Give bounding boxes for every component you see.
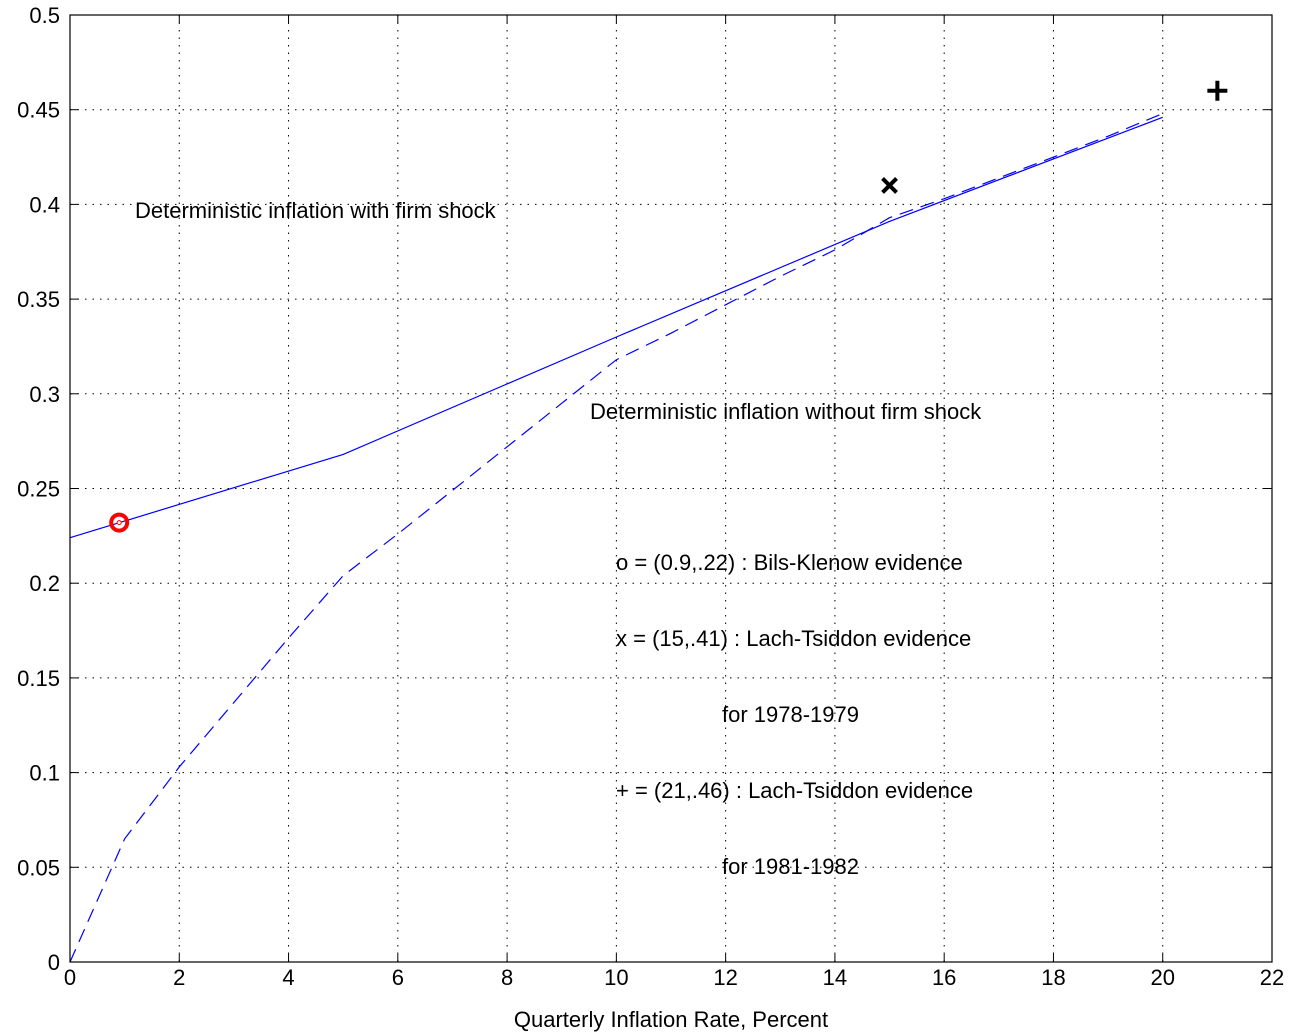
annotation-period-1981-1982: for 1981-1982 xyxy=(722,854,859,879)
y-tick-label: 0.1 xyxy=(29,761,60,786)
evidence-points xyxy=(109,80,1228,533)
y-tick-label: 0.35 xyxy=(17,287,60,312)
annotation-with-firm-shock: Deterministic inflation with firm shock xyxy=(135,198,497,223)
lach-tsiddon-1981-plus-marker xyxy=(1207,80,1228,101)
x-tick-label: 22 xyxy=(1260,965,1284,990)
x-tick-label: 6 xyxy=(392,965,404,990)
x-tick-label: 12 xyxy=(713,965,737,990)
annotation-bils-klenow: o = (0.9,.22) : Bils-Klenow evidence xyxy=(616,550,963,575)
y-tick-label: 0.5 xyxy=(29,3,60,28)
series-line-with-firm-shock xyxy=(69,116,1163,539)
x-tick-label: 2 xyxy=(173,965,185,990)
series-layer xyxy=(69,112,1163,963)
x-tick-label: 10 xyxy=(604,965,628,990)
y-tick-labels: 0 0.05 0.1 0.15 0.2 0.25 0.3 0.35 0.4 0.45 0.5 xyxy=(17,3,60,975)
annotation-lach-tsiddon-1981: + = (21,.46) : Lach-Tsiddon evidence xyxy=(616,778,973,803)
y-tick-label: 0.25 xyxy=(17,477,60,502)
x-tick-label: 8 xyxy=(501,965,513,990)
x-marker-stroke xyxy=(881,177,898,194)
x-tick-label: 18 xyxy=(1041,965,1065,990)
y-tick-label: 0.3 xyxy=(29,382,60,407)
grid xyxy=(70,15,1272,962)
bils-klenow-circle-marker xyxy=(109,512,130,533)
y-tick-label: 0 xyxy=(48,950,60,975)
ticks xyxy=(69,14,1273,963)
y-tick-label: 0.45 xyxy=(17,98,60,123)
annotation-without-firm-shock: Deterministic inflation without firm sho… xyxy=(590,399,982,424)
y-tick-label: 0.2 xyxy=(29,571,60,596)
y-tick-label: 0.15 xyxy=(17,666,60,691)
x-tick-labels: 0 2 4 6 8 10 12 14 16 18 20 22 xyxy=(64,965,1284,990)
bils-klenow-circle-center xyxy=(116,520,122,526)
y-tick-label: 0.4 xyxy=(29,192,60,217)
x-tick-label: 20 xyxy=(1150,965,1174,990)
y-tick-label: 0.05 xyxy=(17,855,60,880)
x-axis-label: Quarterly Inflation Rate, Percent xyxy=(514,1007,828,1032)
x-tick-label: 14 xyxy=(823,965,847,990)
annotation-period-1978-1979: for 1978-1979 xyxy=(722,702,859,727)
x-tick-label: 4 xyxy=(282,965,294,990)
lach-tsiddon-1978-x-marker xyxy=(881,177,898,194)
x-tick-label: 16 xyxy=(932,965,956,990)
annotation-lach-tsiddon-1978: x = (15,.41) : Lach-Tsiddon evidence xyxy=(616,626,971,651)
series-line-without-firm-shock xyxy=(69,112,1163,963)
x-tick-label: 0 xyxy=(64,965,76,990)
